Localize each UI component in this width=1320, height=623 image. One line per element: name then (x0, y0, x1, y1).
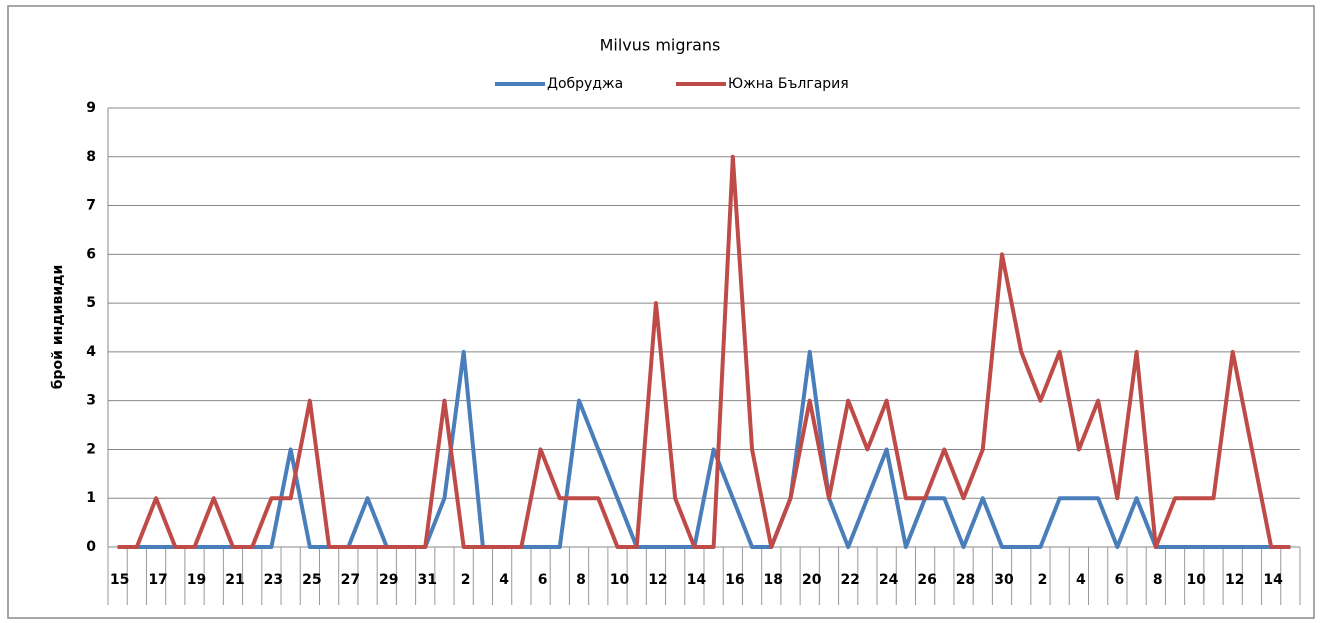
x-tick-label: 4 (1076, 572, 1086, 588)
x-tick-label: 8 (576, 572, 586, 588)
x-tick-label: 12 (1225, 572, 1244, 588)
x-tick-label: 15 (110, 572, 129, 588)
x-tick-label: 26 (917, 572, 936, 588)
x-tick-label: 10 (610, 572, 630, 588)
y-tick-label: 1 (86, 490, 96, 506)
x-tick-label: 14 (1263, 572, 1283, 588)
y-tick-label: 5 (86, 295, 96, 311)
y-tick-label: 9 (86, 100, 96, 116)
x-tick-label: 27 (341, 572, 360, 588)
x-tick-label: 2 (461, 572, 471, 588)
x-tick-label: 19 (187, 572, 206, 588)
x-tick-label: 20 (802, 572, 822, 588)
x-tick-label: 12 (648, 572, 667, 588)
x-tick-label: 4 (499, 572, 509, 588)
y-tick-label: 4 (86, 344, 96, 360)
x-tick-label: 29 (379, 572, 398, 588)
chart-title: Milvus migrans (600, 36, 721, 55)
x-tick-label: 14 (687, 572, 707, 588)
y-tick-label: 7 (86, 198, 96, 214)
y-tick-label: 2 (86, 441, 96, 457)
x-tick-label: 28 (956, 572, 975, 588)
series-line (117, 154, 1291, 549)
y-axis-label: брой индивиди (50, 265, 66, 389)
x-tick-label: 23 (264, 572, 283, 588)
series-line (117, 349, 1291, 549)
x-tick-label: 30 (994, 572, 1014, 588)
x-tick-label: 2 (1038, 572, 1048, 588)
x-tick-label: 6 (538, 572, 548, 588)
x-tick-label: 21 (225, 572, 244, 588)
x-tick-label: 18 (764, 572, 783, 588)
x-tick-label: 10 (1187, 572, 1207, 588)
x-tick-label: 6 (1114, 572, 1124, 588)
x-tick-label: 24 (879, 572, 899, 588)
x-tick-label: 25 (302, 572, 321, 588)
x-tick-label: 17 (148, 572, 167, 588)
y-tick-label: 6 (86, 246, 96, 262)
legend-label: Южна България (728, 76, 849, 92)
x-tick-label: 16 (725, 572, 744, 588)
y-tick-label: 8 (86, 149, 96, 165)
legend-label: Добруджа (547, 76, 623, 92)
x-tick-label: 31 (417, 572, 436, 588)
x-tick-label: 8 (1153, 572, 1163, 588)
y-tick-label: 0 (86, 539, 96, 555)
y-tick-label: 3 (86, 393, 96, 409)
x-tick-label: 22 (840, 572, 859, 588)
